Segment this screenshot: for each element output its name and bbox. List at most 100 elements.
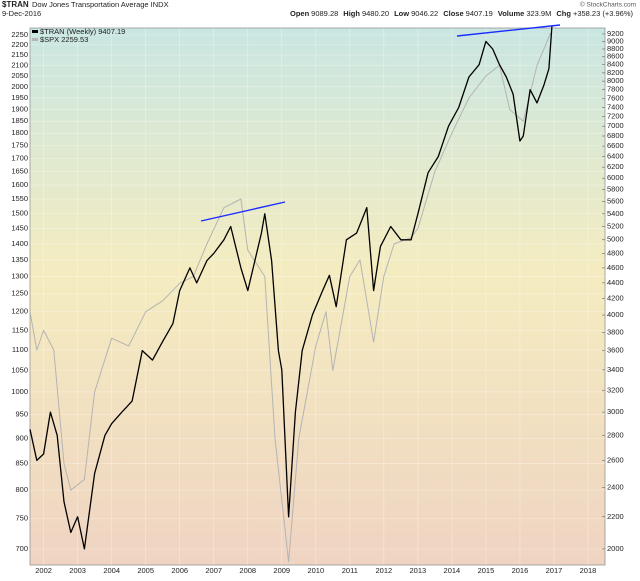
y-tick-label: 1450 bbox=[11, 223, 28, 232]
x-tick-label: 2006 bbox=[171, 566, 188, 575]
x-tick-label: 2018 bbox=[580, 566, 597, 575]
x-tick-label: 2016 bbox=[512, 566, 529, 575]
y-tick-label: 950 bbox=[15, 410, 28, 419]
legend-swatch bbox=[32, 38, 38, 41]
trendline bbox=[200, 201, 286, 222]
legend-label: $SPX 2259.53 bbox=[40, 35, 88, 44]
x-tick-label: 2002 bbox=[35, 566, 52, 575]
stat-label: Chg bbox=[556, 9, 571, 18]
series-line bbox=[29, 32, 552, 563]
x-tick-label: 2012 bbox=[376, 566, 393, 575]
y-tick-label: 1500 bbox=[11, 208, 28, 217]
y-tick-label: 750 bbox=[15, 514, 28, 523]
y2-tick-label: 6200 bbox=[607, 162, 624, 171]
y-tick-label: 900 bbox=[15, 433, 28, 442]
y-tick-label: 1650 bbox=[11, 167, 28, 176]
y-tick-label: 1850 bbox=[11, 116, 28, 125]
x-tick-label: 2013 bbox=[410, 566, 427, 575]
x-tick-label: 2015 bbox=[478, 566, 495, 575]
stat-label: Volume bbox=[498, 9, 525, 18]
y-tick-label: 700 bbox=[15, 544, 28, 553]
y2-tick-label: 9200 bbox=[607, 29, 624, 38]
y-tick-label: 800 bbox=[15, 485, 28, 494]
y2-tick-label: 7800 bbox=[607, 85, 624, 94]
y2-tick-label: 4600 bbox=[607, 263, 624, 272]
y-tick-label: 2050 bbox=[11, 71, 28, 80]
x-tick-label: 2009 bbox=[273, 566, 290, 575]
y-tick-label: 1600 bbox=[11, 180, 28, 189]
y2-tick-label: 7200 bbox=[607, 112, 624, 121]
y-tick-label: 1800 bbox=[11, 128, 28, 137]
y2-tick-label: 8400 bbox=[607, 60, 624, 69]
legend: $TRAN (Weekly) 9407.19$SPX 2259.53 bbox=[32, 27, 125, 44]
symbol: $TRAN bbox=[2, 0, 29, 9]
y2-tick-label: 2000 bbox=[607, 544, 624, 553]
y-tick-label: 850 bbox=[15, 459, 28, 468]
y2-tick-label: 5800 bbox=[607, 185, 624, 194]
y-tick-label: 1350 bbox=[11, 255, 28, 264]
y-tick-label: 2100 bbox=[11, 60, 28, 69]
stat-value: 323.9M bbox=[526, 9, 551, 18]
y-tick-label: 1750 bbox=[11, 141, 28, 150]
y2-tick-label: 3200 bbox=[607, 385, 624, 394]
chart-title: Dow Jones Transportation Average INDX bbox=[32, 0, 169, 9]
x-tick-label: 2005 bbox=[137, 566, 154, 575]
y2-tick-label: 4800 bbox=[607, 249, 624, 258]
y2-tick-label: 6800 bbox=[607, 131, 624, 140]
y2-tick-label: 8000 bbox=[607, 76, 624, 85]
x-tick-label: 2014 bbox=[444, 566, 461, 575]
y-tick-label: 2000 bbox=[11, 82, 28, 91]
x-tick-label: 2008 bbox=[239, 566, 256, 575]
y2-tick-label: 8200 bbox=[607, 68, 624, 77]
y-tick-label: 1050 bbox=[11, 365, 28, 374]
y-tick-label: 1400 bbox=[11, 239, 28, 248]
y2-tick-label: 6000 bbox=[607, 173, 624, 182]
y2-tick-label: 2400 bbox=[607, 482, 624, 491]
y2-tick-label: 3000 bbox=[607, 407, 624, 416]
y-tick-label: 1100 bbox=[12, 345, 28, 354]
stat-value: 9407.19 bbox=[466, 9, 493, 18]
y2-tick-label: 3600 bbox=[607, 346, 624, 355]
y2-tick-label: 2600 bbox=[607, 455, 624, 464]
y-tick-label: 1950 bbox=[11, 93, 28, 102]
y-tick-label: 1200 bbox=[11, 307, 28, 316]
y-tick-label: 2200 bbox=[11, 40, 28, 49]
y2-tick-label: 4400 bbox=[607, 278, 624, 287]
y2-tick-label: 3400 bbox=[607, 365, 624, 374]
y2-tick-label: 2800 bbox=[607, 430, 624, 439]
y2-tick-label: 8800 bbox=[607, 44, 624, 53]
stat-value: 9089.28 bbox=[311, 9, 338, 18]
y2-tick-label: 7400 bbox=[607, 102, 624, 111]
stat-value: 9046.22 bbox=[411, 9, 438, 18]
y2-tick-label: 5200 bbox=[607, 222, 624, 231]
x-tick-label: 2017 bbox=[546, 566, 563, 575]
y-tick-label: 1550 bbox=[11, 194, 28, 203]
chart-date: 9-Dec-2016 bbox=[2, 9, 41, 18]
y-tick-label: 2250 bbox=[11, 30, 28, 39]
ticks: 700 750 800 850 900 950 1000 1050 1100 1150 1200 12… bbox=[11, 28, 624, 575]
plot-area bbox=[29, 27, 606, 566]
x-tick-label: 2011 bbox=[342, 566, 358, 575]
y-tick-label: 1900 bbox=[11, 104, 28, 113]
lines bbox=[29, 26, 553, 563]
y-tick-label: 1300 bbox=[11, 271, 28, 280]
y2-tick-label: 3800 bbox=[607, 327, 624, 336]
x-tick-label: 2003 bbox=[69, 566, 86, 575]
stat-label: Close bbox=[443, 9, 463, 18]
stat-value: 9480.20 bbox=[362, 9, 389, 18]
y-tick-label: 1700 bbox=[11, 153, 28, 162]
x-tick-label: 2004 bbox=[103, 566, 120, 575]
y2-tick-label: 6400 bbox=[607, 151, 624, 160]
stat-label: High bbox=[343, 9, 360, 18]
y2-tick-label: 4200 bbox=[607, 294, 624, 303]
y2-tick-label: 7600 bbox=[607, 93, 624, 102]
trendline bbox=[456, 24, 561, 37]
y2-tick-label: 5000 bbox=[607, 235, 624, 244]
y2-tick-label: 4000 bbox=[607, 310, 624, 319]
stat-value: +358.23 (+3.96%) bbox=[573, 9, 634, 18]
y2-tick-label: 6600 bbox=[607, 141, 624, 150]
y2-tick-label: 2200 bbox=[607, 512, 624, 521]
legend-label: $TRAN (Weekly) 9407.19 bbox=[40, 27, 125, 36]
stat-label: Low bbox=[394, 9, 409, 18]
